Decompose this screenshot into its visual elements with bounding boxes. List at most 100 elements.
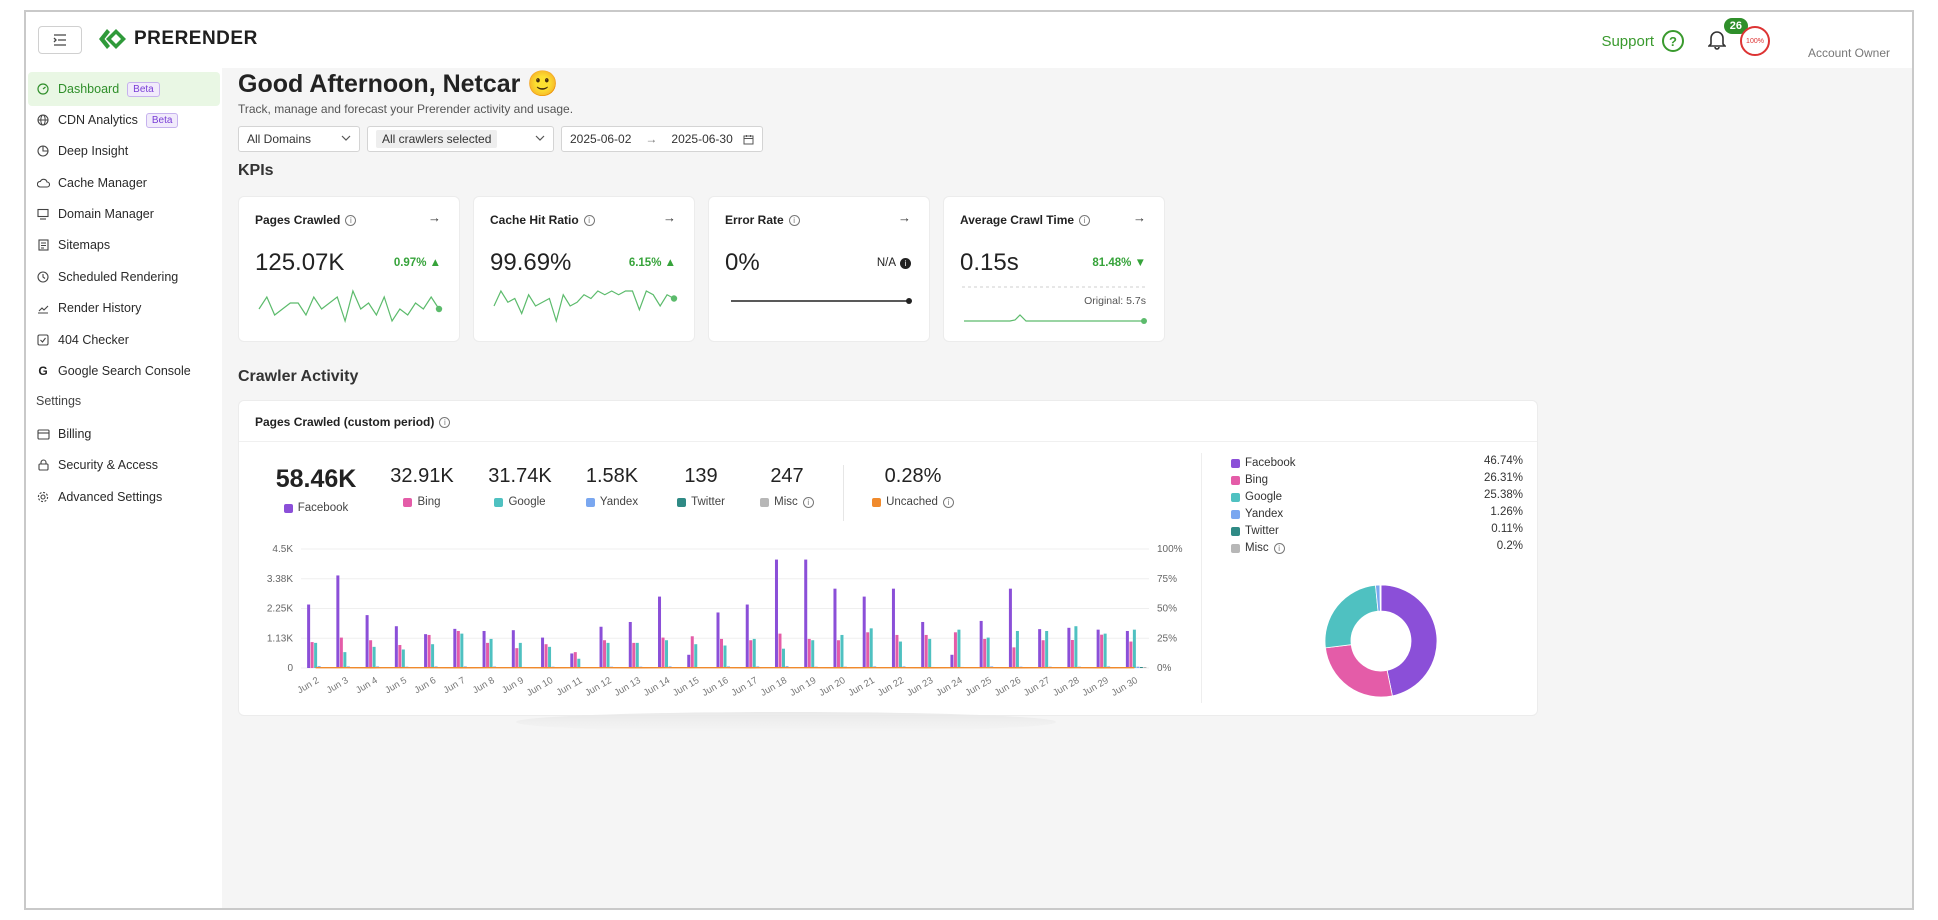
legend-item-twitter[interactable]: Twitter 0.11% (1231, 523, 1523, 539)
kpi-card-average-crawl-time[interactable]: Average Crawl Time i → 0.15s 81.48% ▼ Ori… (943, 196, 1165, 342)
bar-google[interactable] (928, 638, 932, 668)
bar-facebook[interactable] (541, 637, 545, 668)
bar-bing[interactable] (749, 640, 753, 668)
sidebar-item-deep-insight[interactable]: Deep Insight (28, 134, 220, 168)
bar-google[interactable] (314, 642, 318, 668)
bar-bing[interactable] (1070, 639, 1074, 668)
bar-facebook[interactable] (921, 621, 925, 668)
bar-google[interactable] (1132, 629, 1136, 668)
bar-bing[interactable] (515, 648, 519, 668)
sidebar-item-security-access[interactable]: Security & Access (28, 448, 220, 482)
bar-google[interactable] (694, 644, 698, 668)
bar-bing[interactable] (983, 638, 987, 668)
kpi-card-error-rate[interactable]: Error Rate i → 0% N/A i (708, 196, 930, 342)
bar-facebook[interactable] (716, 612, 720, 668)
bar-bing[interactable] (603, 640, 607, 668)
bar-facebook[interactable] (1067, 627, 1071, 668)
stat-facebook[interactable]: 58.46K Facebook (271, 465, 361, 514)
bar-bing[interactable] (778, 633, 782, 668)
bar-bing[interactable] (1012, 647, 1016, 668)
bar-facebook[interactable] (307, 604, 311, 668)
account-avatar[interactable]: 100% (1740, 26, 1770, 56)
stat-twitter[interactable]: 139 Twitter (669, 465, 733, 508)
bar-bing[interactable] (486, 642, 490, 668)
kpi-card-pages-crawled[interactable]: Pages Crawled i → 125.07K 0.97% ▲ (238, 196, 460, 342)
bar-facebook[interactable] (570, 653, 574, 668)
date-range-picker[interactable]: 2025-06-02 → 2025-06-30 (561, 126, 763, 152)
bar-bing[interactable] (427, 634, 431, 668)
bar-facebook[interactable] (1096, 629, 1100, 668)
info-icon[interactable]: i (1273, 542, 1285, 554)
bar-google[interactable] (489, 638, 493, 668)
legend-item-yandex[interactable]: Yandex 1.26% (1231, 506, 1523, 522)
bar-google[interactable] (840, 634, 844, 668)
bar-facebook[interactable] (511, 630, 515, 668)
bar-bing[interactable] (807, 638, 811, 668)
bar-facebook[interactable] (1125, 630, 1129, 668)
bar-google[interactable] (723, 645, 727, 668)
sidebar-item-render-history[interactable]: Render History (28, 291, 220, 325)
sidebar-item-domain-manager[interactable]: Domain Manager (28, 197, 220, 231)
bar-google[interactable] (986, 637, 990, 668)
crawler-select[interactable]: All crawlers selected (367, 126, 554, 152)
bar-bing[interactable] (1100, 634, 1104, 668)
bar-facebook[interactable] (453, 628, 457, 668)
bar-google[interactable] (577, 658, 581, 668)
arrow-right-icon[interactable]: → (663, 210, 676, 225)
sidebar-item-404-checker[interactable]: 404 Checker (28, 323, 220, 357)
bar-misc[interactable] (1143, 667, 1147, 668)
bar-google[interactable] (431, 644, 435, 668)
bar-google[interactable] (401, 649, 405, 668)
bar-google[interactable] (665, 640, 669, 668)
bar-facebook[interactable] (1038, 629, 1042, 668)
bar-facebook[interactable] (599, 626, 603, 668)
bar-bing[interactable] (573, 652, 577, 668)
kpi-card-cache-hit-ratio[interactable]: Cache Hit Ratio i → 99.69% 6.15% ▲ (473, 196, 695, 342)
arrow-right-icon[interactable]: → (1133, 210, 1146, 225)
bar-bing[interactable] (369, 640, 373, 668)
bar-facebook[interactable] (482, 630, 486, 668)
bar-google[interactable] (898, 641, 902, 668)
arrow-right-icon[interactable]: → (898, 210, 911, 225)
legend-item-misc[interactable]: Misc i 0.2% (1231, 540, 1523, 556)
bar-facebook[interactable] (774, 559, 778, 668)
bar-bing[interactable] (310, 642, 314, 668)
stat-bing[interactable]: 32.91K Bing (387, 465, 457, 508)
info-icon[interactable]: i (1079, 214, 1091, 226)
bar-bing[interactable] (398, 644, 402, 668)
bar-bing[interactable] (632, 642, 636, 668)
stat-yandex[interactable]: 1.58K Yandex (580, 465, 644, 508)
bar-facebook[interactable] (745, 604, 749, 668)
bar-google[interactable] (635, 642, 639, 668)
bar-facebook[interactable] (833, 588, 837, 668)
bar-google[interactable] (1015, 630, 1019, 668)
bar-facebook[interactable] (658, 596, 662, 668)
bar-facebook[interactable] (628, 621, 632, 668)
bar-bing[interactable] (690, 636, 694, 668)
sidebar-item-billing[interactable]: Billing (28, 417, 220, 451)
stat-google[interactable]: 31.74K Google (485, 465, 555, 508)
info-filled-icon[interactable]: i (900, 257, 911, 269)
info-icon[interactable]: i (788, 214, 800, 226)
domain-select[interactable]: All Domains (238, 126, 360, 152)
sidebar-item-dashboard[interactable]: Dashboard Beta (28, 72, 220, 106)
bar-google[interactable] (957, 629, 961, 668)
bar-yandex[interactable] (1136, 666, 1140, 668)
bar-facebook[interactable] (891, 588, 895, 668)
sidebar-item-cdn-analytics[interactable]: CDN Analytics Beta (28, 103, 220, 137)
support-link[interactable]: Support ? (1601, 30, 1684, 52)
bar-bing[interactable] (836, 640, 840, 668)
arrow-right-icon[interactable]: → (428, 210, 441, 225)
bar-bing[interactable] (339, 637, 343, 668)
legend-item-bing[interactable]: Bing 26.31% (1231, 472, 1523, 488)
bar-facebook[interactable] (804, 559, 808, 668)
menu-toggle-button[interactable] (38, 26, 82, 54)
bar-google[interactable] (811, 640, 815, 668)
bar-google[interactable] (1045, 630, 1049, 668)
bar-facebook[interactable] (950, 654, 954, 668)
info-icon[interactable]: i (802, 496, 814, 508)
legend-item-facebook[interactable]: Facebook 46.74% (1231, 455, 1523, 471)
bar-google[interactable] (343, 652, 347, 668)
bar-google[interactable] (1103, 633, 1107, 668)
bar-facebook[interactable] (1008, 588, 1012, 668)
